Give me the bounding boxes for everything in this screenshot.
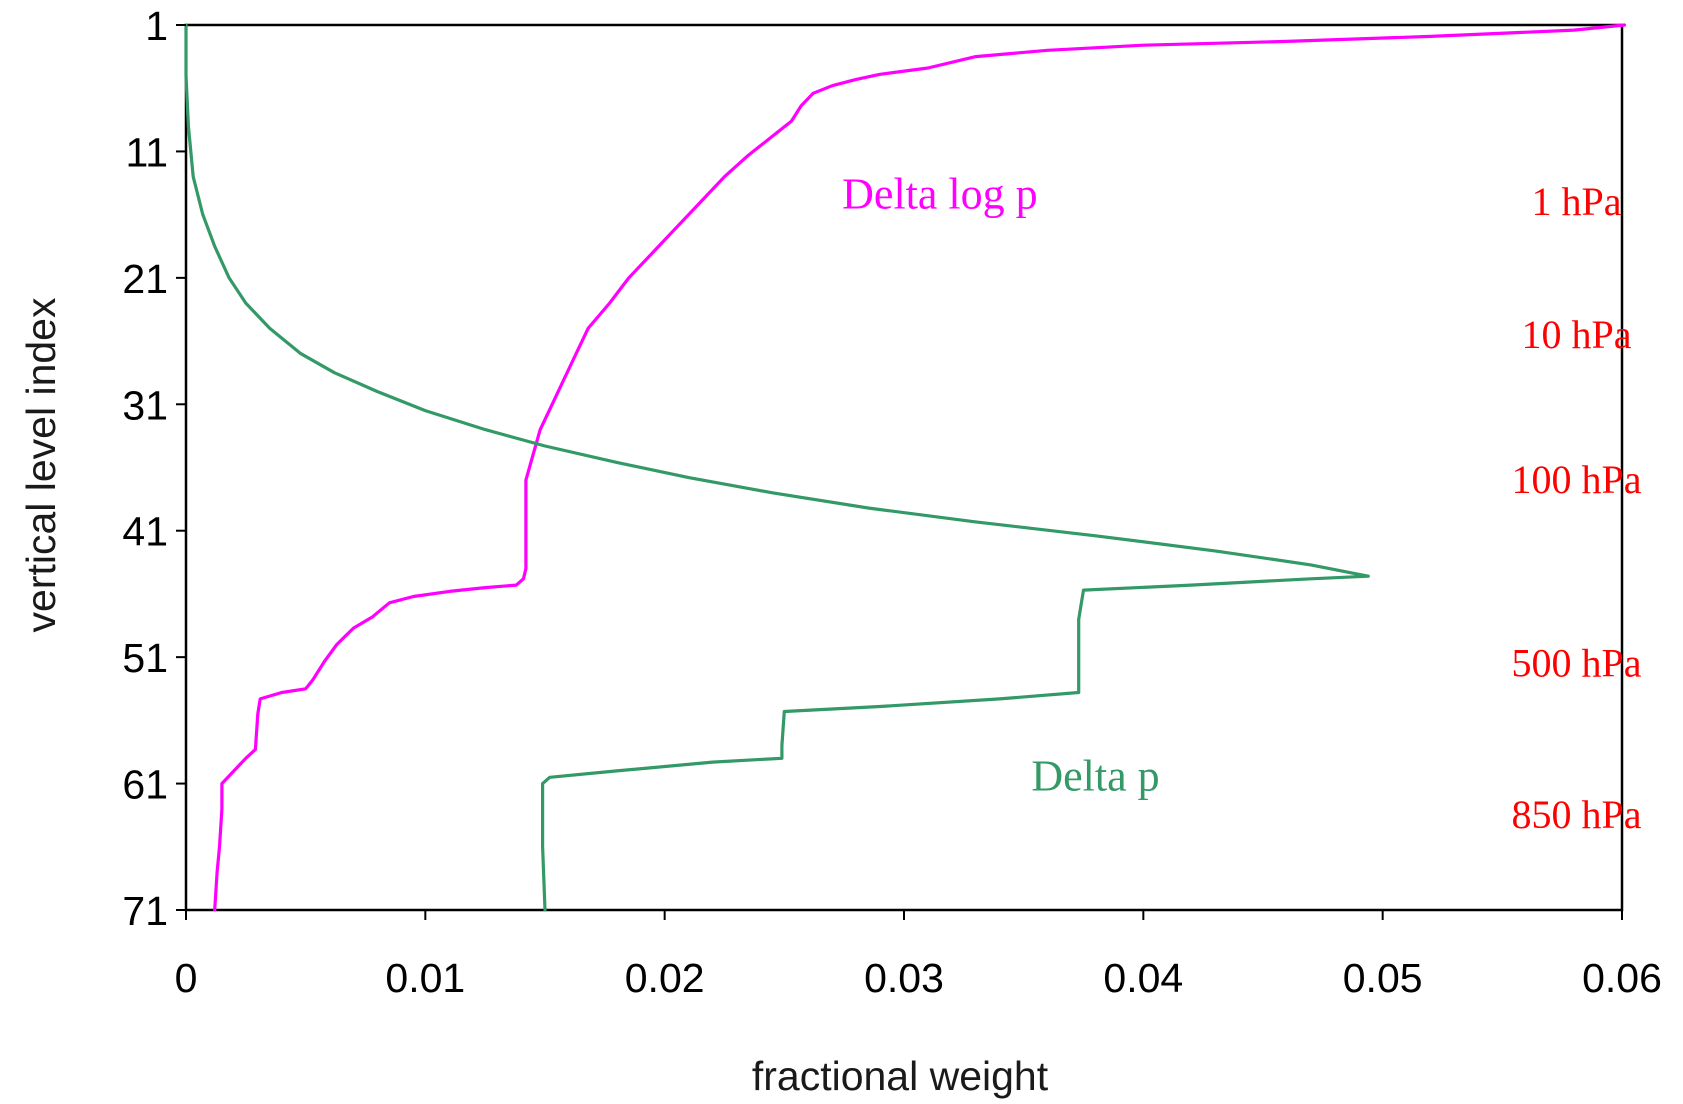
pressure-label: 10 hPa [1522,312,1632,357]
x-tick-label: 0.03 [864,955,944,1001]
pressure-label: 500 hPa [1512,640,1642,685]
pressure-label: 1 hPa [1532,179,1622,224]
pressure-label: 100 hPa [1512,457,1642,502]
plot-area-border [184,23,1624,912]
y-tick-label: 41 [122,509,168,555]
y-tick-label: 61 [122,762,168,808]
series-line-delta-log-p [213,23,1626,912]
y-tick-label: 71 [122,888,168,934]
series-label: Delta log p [842,170,1038,219]
series-layer [184,23,1626,912]
y-tick-label: 31 [122,382,168,428]
pressure-label: 850 hPa [1512,792,1642,837]
y-tick-label: 51 [122,635,168,681]
x-tick-label: 0.05 [1343,955,1423,1001]
y-tick-label: 21 [122,256,168,302]
series-line-delta-p [184,23,1370,912]
x-tick-label: 0.04 [1103,955,1183,1001]
x-tick-label: 0.01 [385,955,465,1001]
x-axis-title: fractional weight [752,1053,1049,1099]
plot-frame [184,23,1624,912]
y-tick-label: 11 [125,129,168,175]
x-tick-label: 0.02 [625,955,705,1001]
y-tick-label: 1 [145,3,168,49]
annotations-layer: Delta log p Delta p 1 hPa 10 hPa 100 hPa 500 … [842,170,1642,838]
y-axis-title: vertical level index [18,297,64,632]
series-label: Delta p [1031,751,1159,800]
x-tick-label: 0 [175,955,198,1001]
x-tick-label: 0.06 [1582,955,1662,1001]
